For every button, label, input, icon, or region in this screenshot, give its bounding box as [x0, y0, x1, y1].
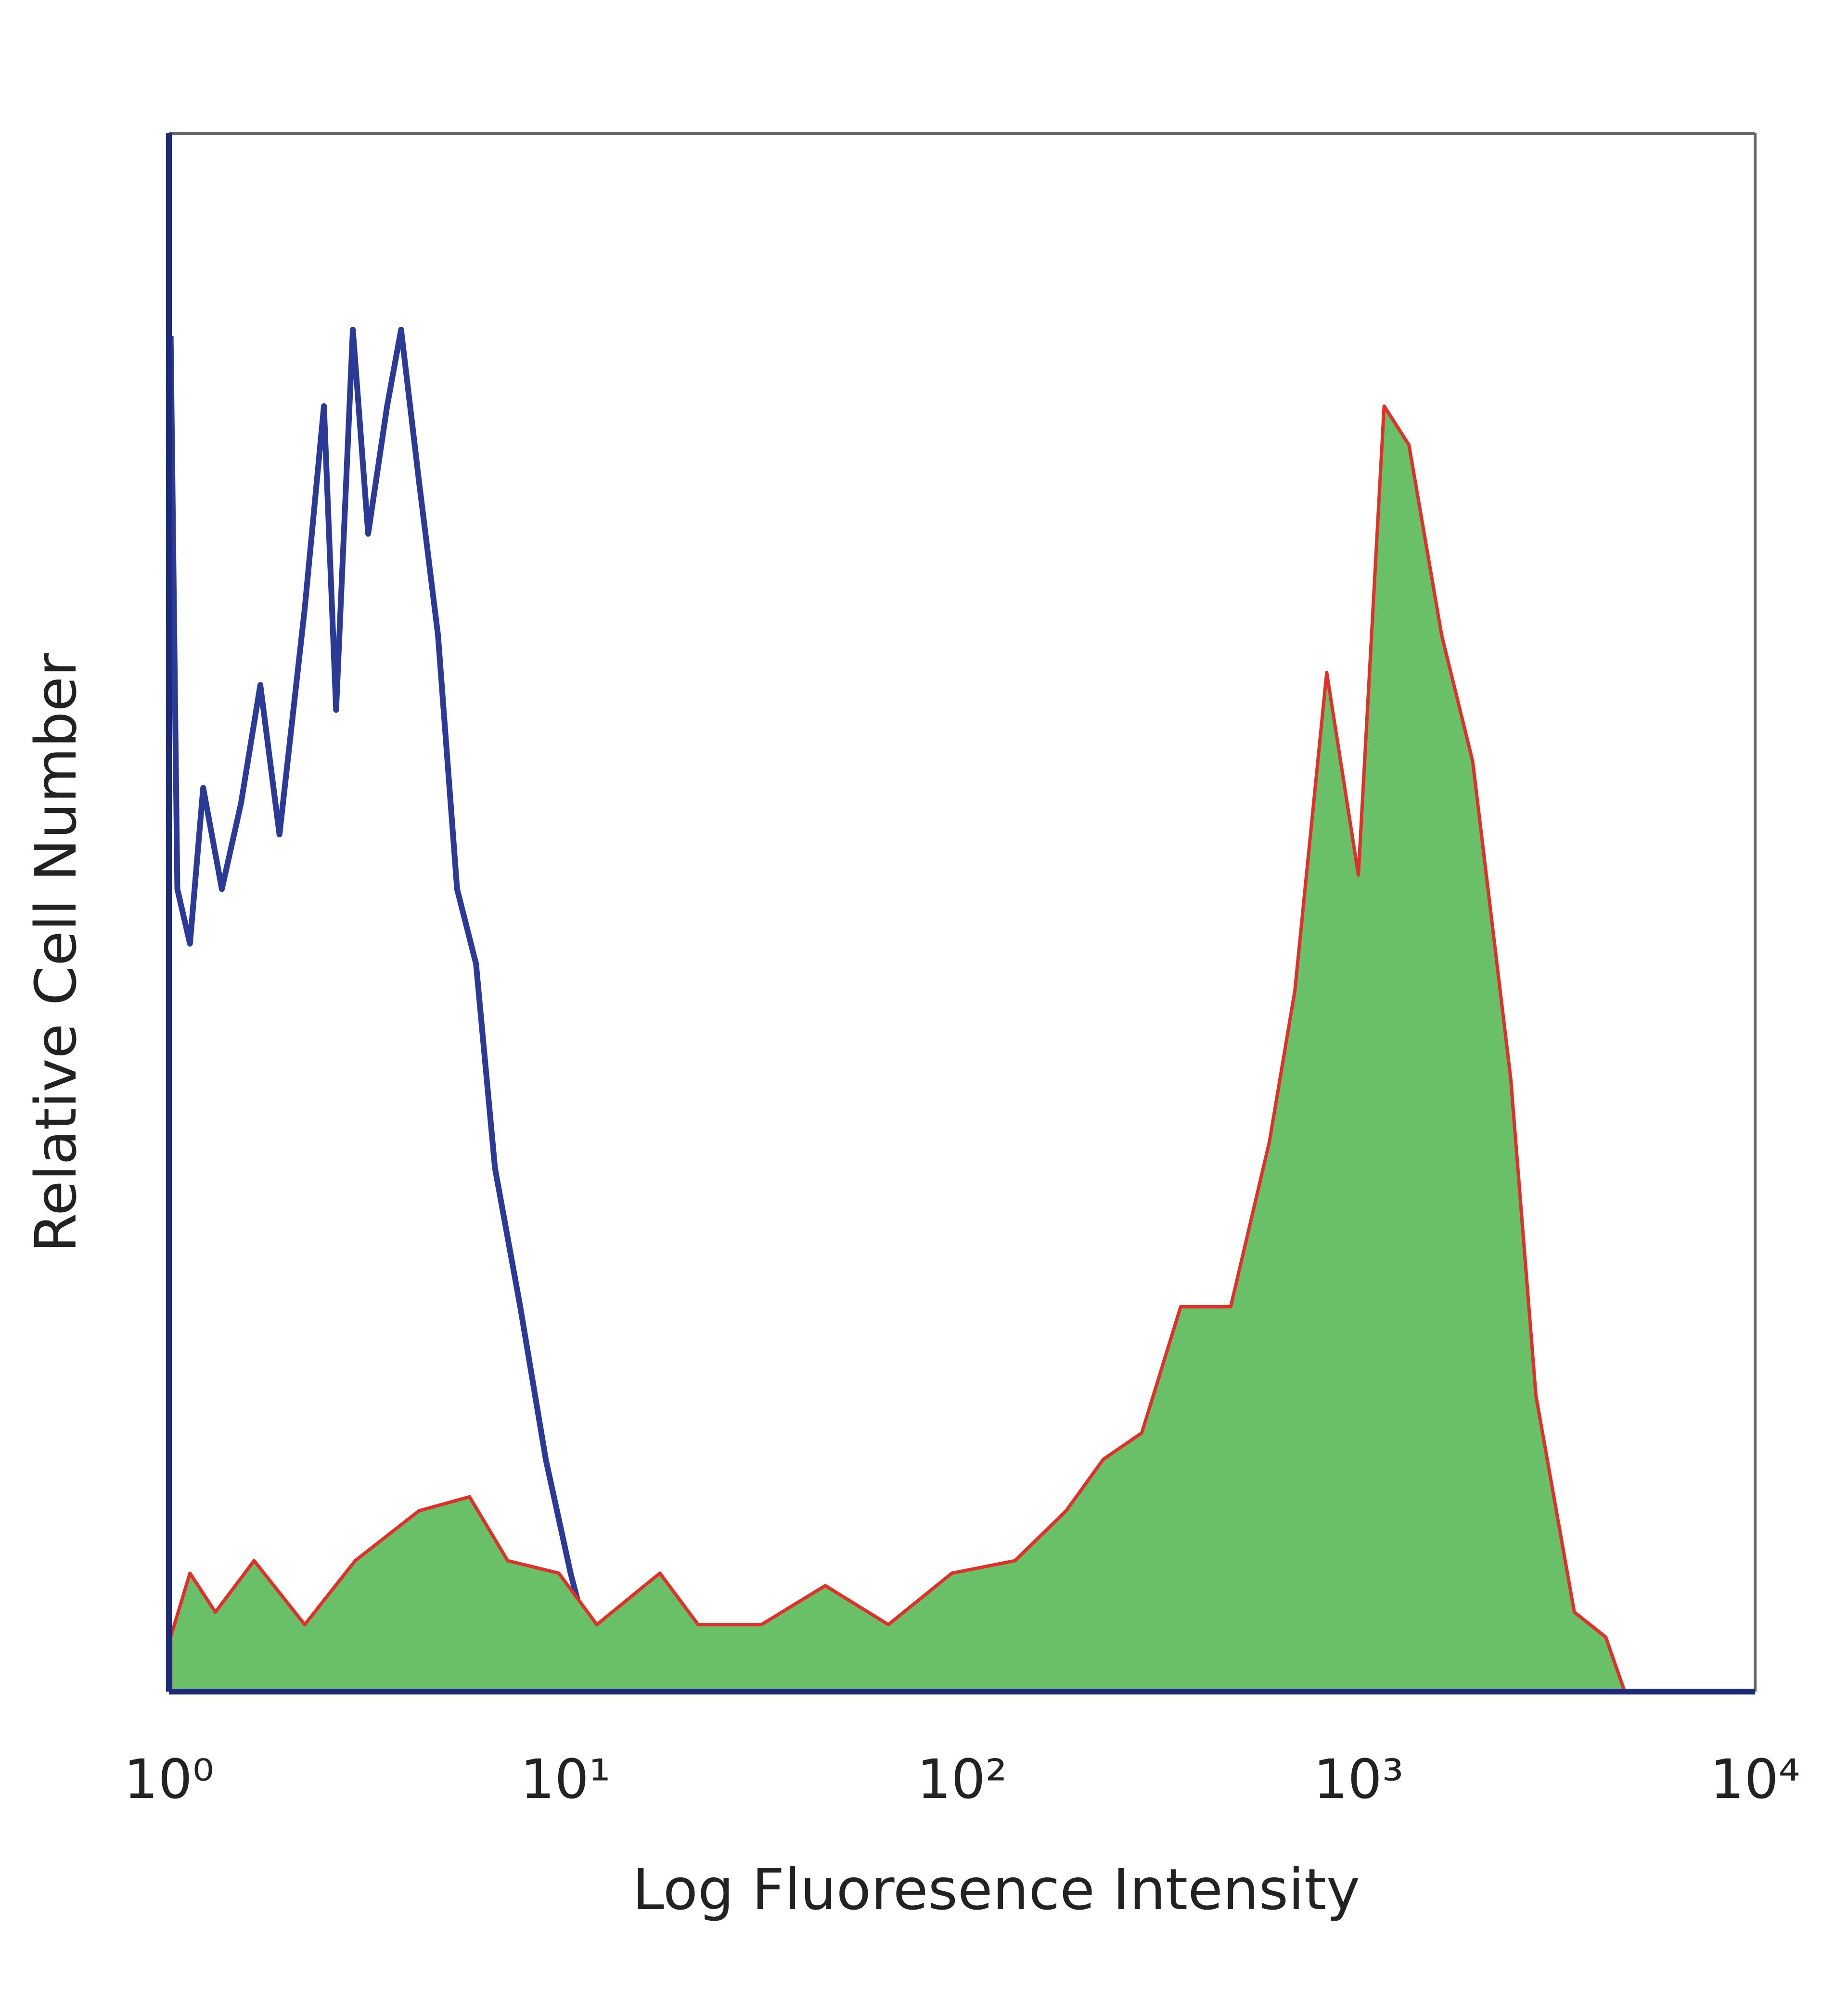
y-axis-label: Relative Cell Number: [23, 653, 89, 1253]
x-tick-label: 10¹: [520, 1748, 610, 1811]
x-axis-label: Log Fluoresence Intensity: [632, 1856, 1360, 1923]
x-tick-label: 10³: [1313, 1748, 1403, 1811]
plot-area: [167, 327, 1755, 1694]
x-tick-label: 10⁰: [124, 1748, 214, 1811]
x-tick-label: 10²: [917, 1748, 1007, 1811]
x-tick-label: 10⁴: [1710, 1748, 1800, 1811]
series-area: [169, 404, 1627, 1694]
